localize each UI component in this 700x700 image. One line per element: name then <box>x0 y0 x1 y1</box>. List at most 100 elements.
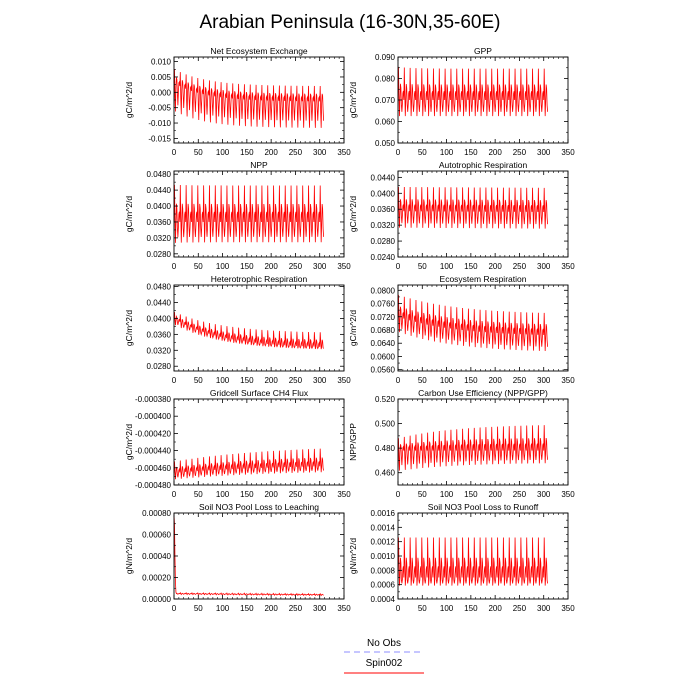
y-tick-label: 0.050 <box>375 139 396 148</box>
y-axis-label: gC/m^2/d <box>124 196 134 232</box>
x-tick-label: 0 <box>396 604 401 613</box>
series-line <box>173 448 324 480</box>
x-tick-label: 250 <box>513 148 527 157</box>
y-tick-label: 0.0800 <box>371 286 396 295</box>
y-tick-label: 0.0006 <box>371 581 396 590</box>
x-tick-label: 250 <box>513 376 527 385</box>
y-tick-label: 0.0480 <box>147 170 172 179</box>
x-tick-label: 250 <box>289 148 303 157</box>
y-tick-label: 0.0360 <box>147 330 172 339</box>
y-tick-label: 0.0400 <box>371 189 396 198</box>
x-tick-label: 150 <box>464 376 478 385</box>
panel-title: GPP <box>474 46 492 56</box>
plot-frame <box>397 512 569 600</box>
x-tick-label: 50 <box>194 148 203 157</box>
x-tick-label: 300 <box>537 376 551 385</box>
series-line <box>397 425 548 471</box>
panel-title: Heterotrophic Respiration <box>211 274 308 284</box>
x-tick-label: 100 <box>440 604 454 613</box>
x-tick-label: 150 <box>240 262 254 271</box>
y-tick-label: 0.0004 <box>371 595 396 604</box>
panel-8: Carbon Use Efficiency (NPP/GPP) NPP/GPP 0 5… <box>348 388 575 499</box>
plot-frame <box>173 284 345 372</box>
x-tick-label: 100 <box>440 376 454 385</box>
panel-title: NPP <box>250 160 268 170</box>
plot-frame <box>173 512 345 600</box>
x-tick-label: 350 <box>337 262 351 271</box>
legend: No Obs Spin002 <box>344 638 424 674</box>
series-line <box>397 294 548 352</box>
x-tick-label: 150 <box>240 490 254 499</box>
x-tick-label: 350 <box>337 604 351 613</box>
y-axis-label: gN/m^2/d <box>348 538 358 574</box>
x-tick-label: 200 <box>488 262 502 271</box>
y-tick-label: 0.000 <box>151 88 172 97</box>
panel-title: Net Ecosystem Exchange <box>210 46 308 56</box>
y-tick-label: 0.080 <box>375 75 396 84</box>
plot-frame <box>397 170 569 258</box>
panel-7: Gridcell Surface CH4 Flux gC/m^2/d 0 50 100 1… <box>124 388 351 499</box>
y-axis-label: gC/m^2/d <box>124 310 134 346</box>
x-tick-label: 350 <box>561 148 575 157</box>
y-tick-label: 0.0320 <box>147 346 172 355</box>
y-tick-label: 0.0480 <box>147 283 172 292</box>
y-tick-label: 0.010 <box>151 58 172 67</box>
x-tick-label: 200 <box>488 490 502 499</box>
x-tick-label: 50 <box>194 490 203 499</box>
x-tick-label: 50 <box>194 604 203 613</box>
y-tick-label: 0.0400 <box>147 314 172 323</box>
x-tick-label: 300 <box>313 148 327 157</box>
x-tick-label: 350 <box>337 490 351 499</box>
x-tick-label: 100 <box>216 148 230 157</box>
x-tick-label: 0 <box>396 148 401 157</box>
x-tick-label: 200 <box>264 262 278 271</box>
x-tick-label: 300 <box>313 262 327 271</box>
y-tick-label: 0.480 <box>375 444 396 453</box>
x-tick-label: 50 <box>418 148 427 157</box>
x-tick-label: 50 <box>418 376 427 385</box>
x-tick-label: 200 <box>264 604 278 613</box>
panel-9: Soil NO3 Pool Loss to Leaching gN/m^2/d 0 5… <box>124 502 351 613</box>
x-tick-label: 50 <box>418 604 427 613</box>
x-tick-label: 50 <box>194 376 203 385</box>
y-tick-label: 0.0560 <box>371 366 396 375</box>
x-tick-label: 300 <box>537 262 551 271</box>
x-tick-label: 200 <box>264 148 278 157</box>
series-line <box>397 186 548 229</box>
plot-frame <box>397 398 569 486</box>
x-tick-label: 350 <box>561 490 575 499</box>
y-tick-label: -0.000460 <box>135 464 172 473</box>
plot-frame <box>397 284 569 372</box>
y-axis-label: gN/m^2/d <box>124 538 134 574</box>
x-tick-label: 300 <box>537 148 551 157</box>
x-tick-label: 0 <box>396 376 401 385</box>
y-tick-label: -0.005 <box>148 104 171 113</box>
x-tick-label: 0 <box>172 262 177 271</box>
x-tick-label: 50 <box>418 262 427 271</box>
y-tick-label: 0.0016 <box>371 509 396 518</box>
panel-title: Ecosystem Respiration <box>440 274 527 284</box>
y-tick-label: 0.500 <box>375 420 396 429</box>
x-tick-label: 150 <box>464 490 478 499</box>
series-line <box>173 515 324 597</box>
y-tick-label: -0.000440 <box>135 447 172 456</box>
y-tick-label: 0.0008 <box>371 566 396 575</box>
y-tick-label: 0.090 <box>375 53 396 62</box>
panel-4: Autotrophic Respiration gC/m^2/d 0 50 100 150… <box>348 160 575 271</box>
x-tick-label: 350 <box>561 376 575 385</box>
y-tick-label: -0.015 <box>148 134 171 143</box>
y-tick-label: 0.00060 <box>142 531 171 540</box>
x-tick-label: 200 <box>488 604 502 613</box>
x-tick-label: 150 <box>464 604 478 613</box>
x-tick-label: 250 <box>289 376 303 385</box>
x-tick-label: 150 <box>240 376 254 385</box>
y-tick-label: 0.0680 <box>371 326 396 335</box>
y-tick-label: 0.0320 <box>147 234 172 243</box>
x-tick-label: 150 <box>240 604 254 613</box>
y-tick-label: 0.0280 <box>371 237 396 246</box>
y-tick-label: -0.000420 <box>135 429 172 438</box>
x-tick-label: 100 <box>440 490 454 499</box>
panel-3: NPP gC/m^2/d 0 50 100 150 200 250 300 350 0.0280 0.… <box>124 160 351 271</box>
x-tick-label: 200 <box>488 376 502 385</box>
series-line <box>173 311 324 350</box>
